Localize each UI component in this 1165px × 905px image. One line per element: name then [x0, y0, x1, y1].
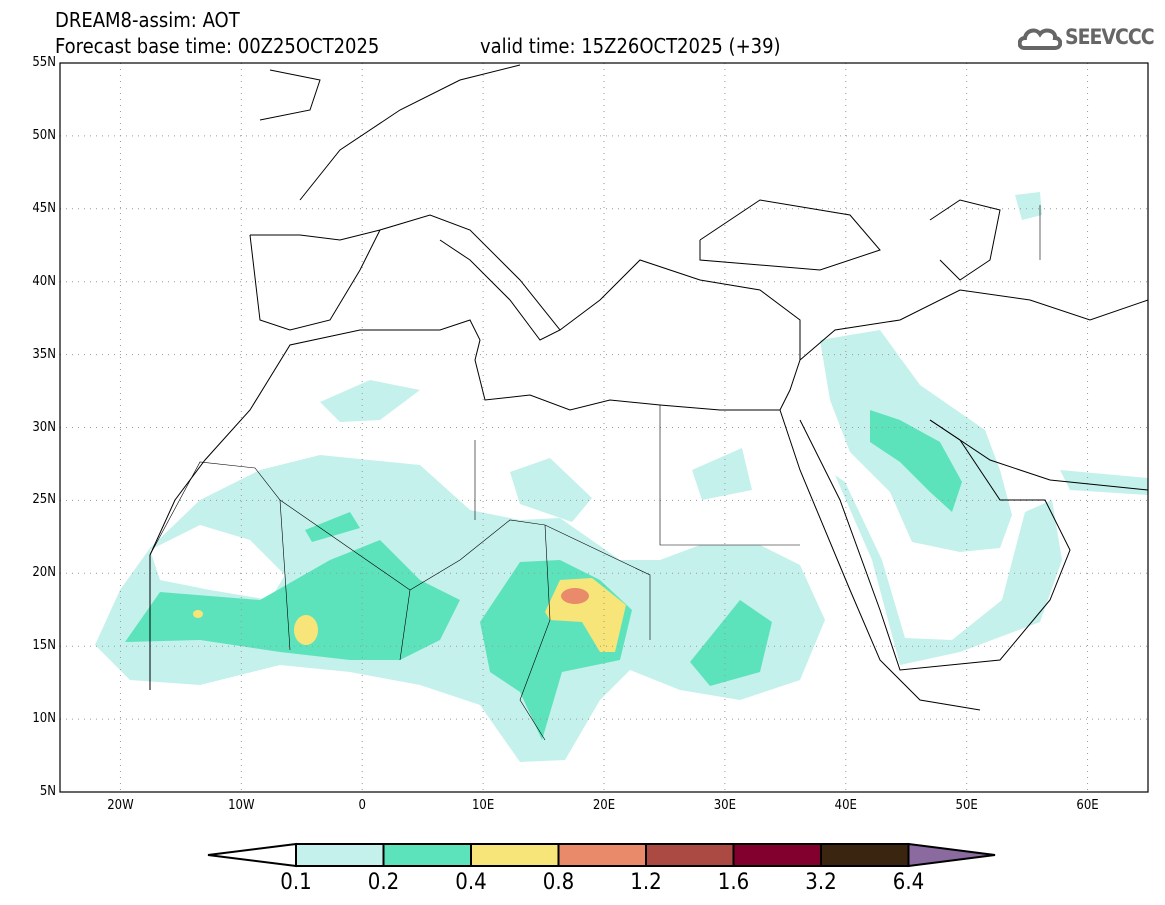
aot-hole: [150, 525, 285, 600]
colorbar-swatch: [557, 843, 647, 867]
aot-region-0.1-0.2: [835, 475, 1062, 665]
seevccc-logo: SEEVCCC: [1018, 24, 1155, 50]
lat-tick-label: 15N: [32, 638, 56, 654]
lon-tick-label: 0: [358, 798, 366, 813]
lat-tick-label: 30N: [32, 419, 56, 435]
aot-region-0.4-0.8: [193, 610, 203, 618]
map-frame: [59, 62, 1149, 793]
colorbar-level-label: 0.2: [367, 870, 400, 895]
lat-tick-label: 10N: [32, 711, 56, 727]
lat-tick-label: 20N: [32, 565, 56, 581]
colorbar-swatch: [732, 843, 822, 867]
colorbar-swatch: [470, 843, 560, 867]
lat-tick-label: 55N: [32, 55, 56, 70]
lon-tick-label: 30E: [713, 798, 737, 813]
colorbar-under-arrow: [207, 842, 297, 868]
colorbar-level-label: 0.1: [280, 870, 312, 895]
colorbar-level-label: 6.4: [892, 870, 925, 895]
aot-region-0.1-0.2: [692, 448, 752, 500]
colorbar-swatch: [645, 843, 735, 867]
aot-contours: [95, 192, 1148, 762]
aot-region-0.1-0.2: [1015, 192, 1042, 220]
aot-region-0.1-0.2: [95, 455, 825, 762]
lon-tick-label: 20W: [107, 798, 134, 813]
colorbar-level-label: 0.8: [542, 870, 575, 895]
logo-text: SEEVCCC: [1065, 25, 1155, 49]
lon-tick-label: 10W: [228, 798, 255, 813]
aot-region-0.1-0.2: [510, 458, 592, 522]
aot-region-0.2-0.4: [690, 600, 772, 686]
colorbar-swatch: [820, 843, 910, 867]
cloud-icon: [1018, 28, 1062, 50]
colorbar-level-label: 1.2: [630, 870, 662, 895]
borders: [149, 205, 1041, 741]
aot-region-0.8-1.2: [561, 588, 589, 604]
lat-tick-label: 40N: [32, 273, 56, 289]
colorbar-level-label: 3.2: [805, 870, 837, 895]
lon-tick-label: 60E: [1076, 798, 1099, 813]
valid-time: valid time: 15Z26OCT2025 (+39): [480, 34, 781, 58]
lon-tick-label: 10E: [471, 798, 495, 813]
lon-tick-label: 20E: [592, 798, 616, 813]
coastlines: [149, 64, 1149, 711]
colorbar-over-arrow: [907, 842, 996, 868]
aot-region-0.2-0.4: [305, 512, 360, 542]
aot-region-0.1-0.2: [1060, 470, 1148, 495]
aot-region-0.2-0.4: [870, 410, 962, 512]
lat-tick-label: 35N: [32, 346, 56, 362]
lat-tick-label: 25N: [32, 492, 56, 508]
forecast-base-time: Forecast base time: 00Z25OCT2025: [55, 34, 380, 58]
lat-tick-label: 5N: [39, 784, 56, 799]
aot-region-0.1-0.2: [320, 380, 420, 422]
lon-tick-label: 40E: [834, 798, 857, 813]
aot-region-0.4-0.8: [294, 615, 318, 645]
colorbar-swatch: [295, 843, 385, 867]
lon-tick-label: 50E: [955, 798, 978, 813]
lat-tick-label: 45N: [32, 200, 56, 216]
lat-tick-label: 50N: [32, 127, 56, 143]
colorbar-swatch: [382, 843, 472, 867]
map-title: DREAM8-assim: AOT: [55, 8, 240, 32]
colorbar-level-label: 1.6: [717, 870, 750, 895]
aot-region-0.2-0.4: [125, 540, 460, 660]
colorbar-level-label: 0.4: [455, 870, 487, 895]
